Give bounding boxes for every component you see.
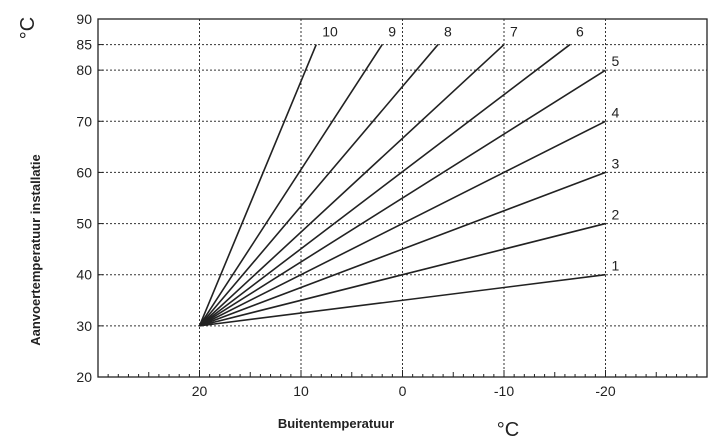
y-tick-label: 70 <box>76 113 92 129</box>
x-tick-labels: 20 10 0 -10 -20 <box>192 383 616 399</box>
curve-label-10: 10 <box>322 24 338 40</box>
x-axis-title: Buitentemperatuur <box>278 416 394 431</box>
y-tick-labels: 20 30 40 50 60 70 80 85 90 <box>76 11 92 385</box>
curve-9 <box>198 44 383 327</box>
curve-labels: 1 2 3 4 5 6 7 8 9 10 <box>322 24 619 274</box>
curve-label-1: 1 <box>612 258 620 274</box>
curve-4 <box>199 120 606 327</box>
curve-label-4: 4 <box>612 104 620 120</box>
curve-label-7: 7 <box>510 24 518 40</box>
x-axis-unit: °C <box>497 419 519 441</box>
y-tick-label: 90 <box>76 11 92 27</box>
x-tick-label: 10 <box>293 383 309 399</box>
curve-label-2: 2 <box>612 207 620 223</box>
curve-1 <box>199 273 606 327</box>
curve-label-9: 9 <box>388 24 396 40</box>
curve-10 <box>198 44 317 327</box>
curve-label-5: 5 <box>612 53 620 69</box>
y-tick-label: 50 <box>76 216 92 232</box>
y-tick-label: 40 <box>76 267 92 283</box>
y-tick-label: 80 <box>76 62 92 78</box>
plot-frame <box>97 18 708 378</box>
curve-2 <box>199 222 606 327</box>
curve-label-8: 8 <box>444 24 452 40</box>
curve-5 <box>199 69 606 327</box>
y-tick-label: 30 <box>76 318 92 334</box>
x-tick-label: 20 <box>192 383 208 399</box>
curve-label-6: 6 <box>576 24 584 40</box>
curve-3 <box>199 171 606 327</box>
curve-8 <box>198 44 439 327</box>
curves <box>198 43 606 327</box>
curve-7 <box>198 43 505 327</box>
x-tick-label: 0 <box>399 383 407 399</box>
curve-label-3: 3 <box>612 155 620 171</box>
y-axis-unit: °C <box>17 17 39 39</box>
x-tick-label: -10 <box>494 383 514 399</box>
y-tick-label: 20 <box>76 369 92 385</box>
x-tick-label: -20 <box>595 383 615 399</box>
y-tick-label: 85 <box>76 37 92 53</box>
curve-6 <box>199 43 571 327</box>
y-axis-title: Aanvoertemperatuur installatie <box>28 154 43 345</box>
y-tick-label: 60 <box>76 164 92 180</box>
